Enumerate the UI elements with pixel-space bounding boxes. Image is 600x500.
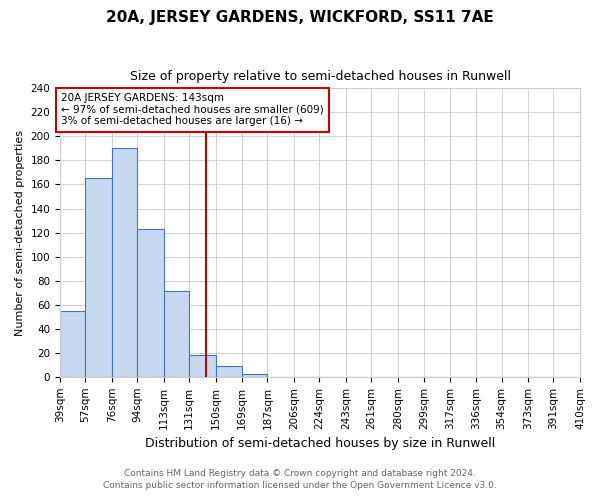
Y-axis label: Number of semi-detached properties: Number of semi-detached properties (15, 130, 25, 336)
Bar (164, 292, 189, 377)
Bar (85, 178, 112, 377)
X-axis label: Distribution of semi-detached houses by size in Runwell: Distribution of semi-detached houses by … (145, 437, 495, 450)
Text: 20A JERSEY GARDENS: 143sqm
← 97% of semi-detached houses are smaller (609)
3% of: 20A JERSEY GARDENS: 143sqm ← 97% of semi… (61, 93, 324, 126)
Bar (242, 374, 268, 377)
Bar (137, 229, 164, 377)
Bar (60, 310, 85, 377)
Text: Contains HM Land Registry data © Crown copyright and database right 2024.
Contai: Contains HM Land Registry data © Crown c… (103, 468, 497, 490)
Bar (112, 148, 137, 377)
Title: Size of property relative to semi-detached houses in Runwell: Size of property relative to semi-detach… (130, 70, 511, 83)
Text: 20A, JERSEY GARDENS, WICKFORD, SS11 7AE: 20A, JERSEY GARDENS, WICKFORD, SS11 7AE (106, 10, 494, 25)
Bar (189, 355, 215, 377)
Bar (215, 366, 242, 377)
